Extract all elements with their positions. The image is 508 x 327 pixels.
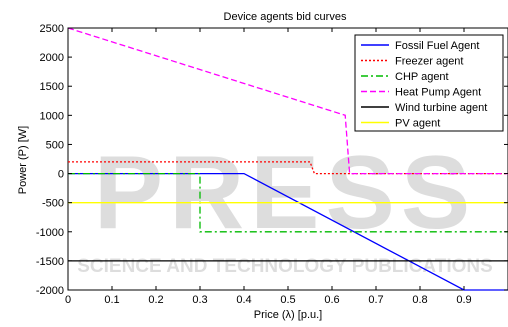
legend-label-1: Fossil Fuel Agent (395, 40, 479, 52)
x-tick-label: 0.1 (104, 294, 119, 306)
legend-label-5: Wind turbine agent (395, 102, 487, 114)
y-tick-label: -2000 (36, 285, 64, 297)
x-tick-label: 0.6 (324, 294, 339, 306)
chart-title: Device agents bid curves (224, 11, 347, 23)
y-tick-label: -500 (42, 198, 64, 210)
x-tick-label: 0.7 (368, 294, 383, 306)
x-axis-label: Price (λ) [p.u.] (254, 309, 322, 321)
y-tick-label: -1500 (36, 256, 64, 268)
watermark-sub: SCIENCE AND TECHNOLOGY PUBLICATIONS (77, 256, 493, 277)
watermark-main: PRESS (94, 135, 477, 251)
x-tick-label: 0 (65, 294, 71, 306)
y-tick-label: 1000 (40, 110, 64, 122)
x-tick-label: 0.2 (148, 294, 163, 306)
x-tick-label: 0.8 (412, 294, 427, 306)
legend-label-3: CHP agent (395, 71, 449, 83)
x-tick-label: 0.3 (192, 294, 207, 306)
y-axis-label: Power (P) [W] (17, 126, 29, 194)
y-tick-label: 2500 (40, 23, 64, 35)
watermark: PRESS SCIENCE AND TECHNOLOGY PUBLICATION… (77, 135, 493, 277)
series-line-1 (68, 172, 508, 291)
y-tick-label: 1500 (40, 81, 64, 93)
x-tick-label: 0.4 (236, 294, 251, 306)
x-tick-label: 0.9 (456, 294, 471, 306)
y-tick-label: 2000 (40, 52, 64, 64)
ticks-layer: 0 0.1 0.2 0.3 0.4 0.5 0.6 0.7 0.8 0.9 2500 2000 1500… (36, 23, 508, 306)
series-layer (67, 27, 508, 291)
legend-label-6: PV agent (395, 118, 440, 130)
series-line-4 (67, 27, 508, 175)
legend-box (354, 34, 504, 132)
y-tick-label: 500 (46, 139, 64, 151)
y-tick-label: 0 (58, 169, 64, 181)
legend: Fossil Fuel Agent Freezer agent CHP agent H… (354, 34, 504, 132)
y-tick-label: -1000 (36, 227, 64, 239)
x-tick-label: 0.5 (280, 294, 295, 306)
legend-label-2: Freezer agent (395, 56, 463, 68)
series-line-2 (68, 161, 508, 175)
legend-label-4: Heat Pump Agent (395, 87, 481, 99)
